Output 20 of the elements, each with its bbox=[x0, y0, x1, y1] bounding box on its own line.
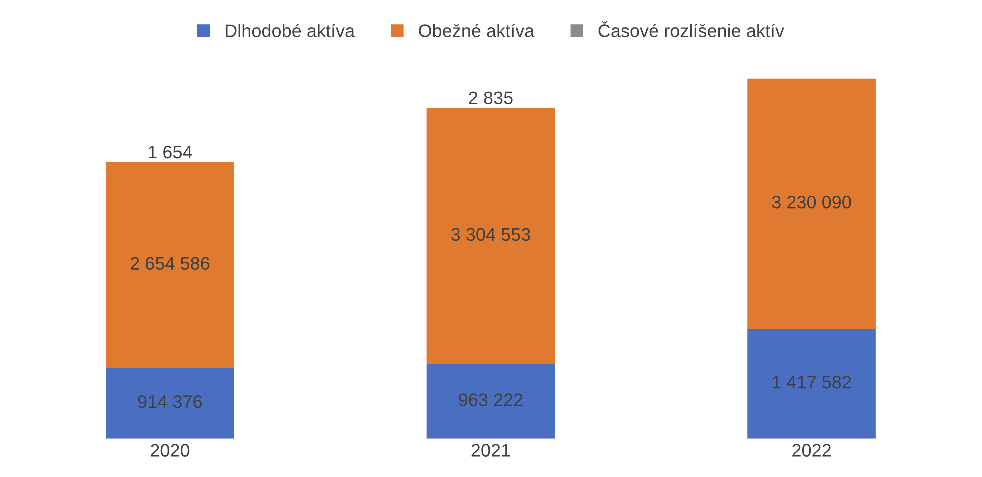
data-label: 3 230 090 bbox=[772, 196, 852, 209]
data-label: 3 304 553 bbox=[452, 228, 530, 242]
data-label: 963 222 bbox=[459, 394, 523, 406]
legend-label: Dlhodobé aktíva bbox=[226, 24, 356, 38]
bar bbox=[748, 329, 876, 439]
data-label: 2 654 586 bbox=[130, 257, 210, 270]
legend-label: Obežné aktíva bbox=[419, 24, 535, 38]
data-label: 1 417 582 bbox=[773, 376, 852, 389]
x-tick-label: 2022 bbox=[792, 444, 831, 457]
data-label: 1 654 bbox=[149, 146, 192, 159]
legend-label: Časové rozlíšenie aktív bbox=[598, 21, 784, 38]
bar bbox=[426, 364, 556, 439]
x-tick-label: 2021 bbox=[472, 444, 510, 457]
bar bbox=[426, 108, 556, 364]
x-tick-label: 2020 bbox=[151, 444, 190, 457]
bar bbox=[106, 368, 234, 439]
data-label: 914 376 bbox=[138, 395, 202, 408]
bar bbox=[106, 162, 234, 368]
bar bbox=[748, 78, 876, 330]
data-label: 2 835 bbox=[469, 92, 513, 104]
